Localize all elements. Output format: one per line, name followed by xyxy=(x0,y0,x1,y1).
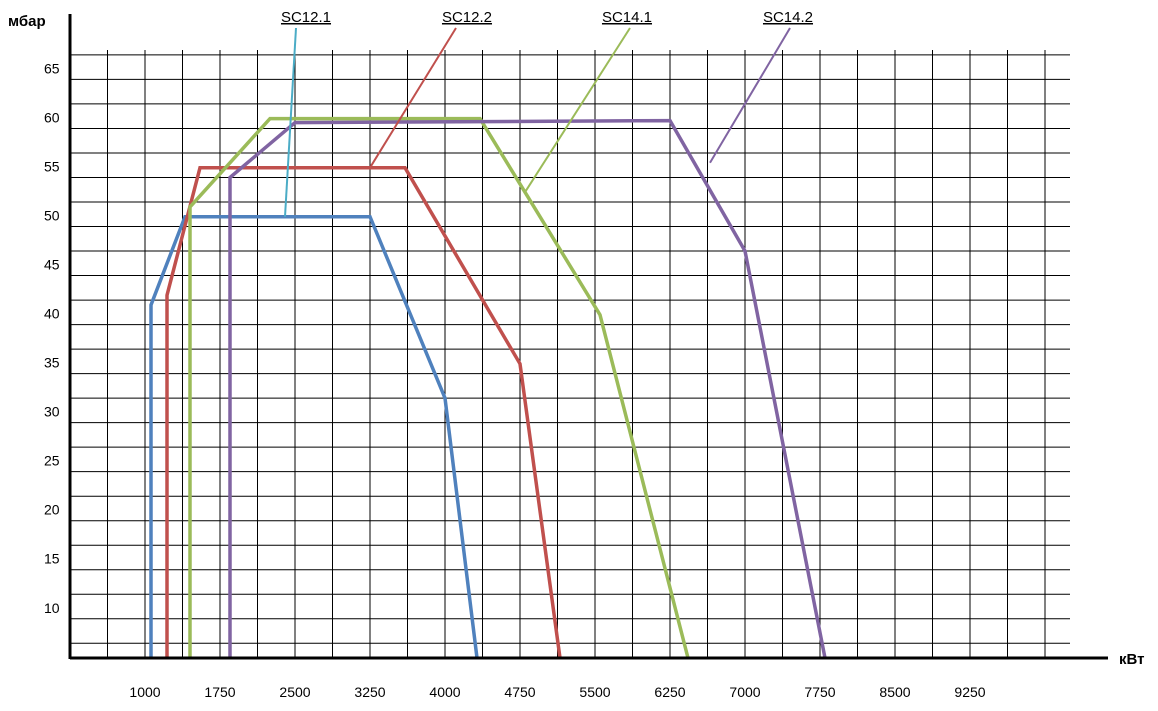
series-label-leader xyxy=(709,27,791,164)
x-tick-label: 4000 xyxy=(429,684,460,700)
y-axis-tick-labels: 10 15 20 25 30 35 40 45 50 55 60 65 xyxy=(44,60,60,615)
y-tick-label: 15 xyxy=(44,551,60,567)
x-tick-label: 5500 xyxy=(579,684,610,700)
x-tick-label: 7750 xyxy=(804,684,835,700)
y-tick-label: 35 xyxy=(44,355,60,371)
series-label: SC12.2 xyxy=(442,9,492,26)
series-line-sc12-1 xyxy=(149,214,479,659)
y-tick-label: 20 xyxy=(44,502,60,518)
x-axis-title: кВт xyxy=(1119,651,1145,668)
y-axis-title: мбар xyxy=(8,13,46,30)
x-tick-label: 4750 xyxy=(504,684,535,700)
series-label-leader xyxy=(284,27,297,217)
series-labels: SC12.1 SC12.2 SC14.1 SC14.2 xyxy=(281,9,813,217)
chart-grid xyxy=(70,50,1070,658)
x-tick-label: 8500 xyxy=(879,684,910,700)
chart-axes xyxy=(68,14,1108,660)
series-label-leader xyxy=(524,27,631,193)
x-tick-label: 3250 xyxy=(354,684,385,700)
series-lines xyxy=(149,116,827,659)
y-tick-label: 50 xyxy=(44,208,60,224)
x-axis-tick-labels: 1000 1750 2500 3250 4000 4750 5500 6250 7000 7750… xyxy=(129,684,985,700)
series-label: SC14.2 xyxy=(763,9,813,26)
x-tick-label: 9250 xyxy=(954,684,985,700)
y-tick-label: 30 xyxy=(44,404,60,420)
series-line-sc12-2 xyxy=(165,165,562,659)
y-tick-label: 55 xyxy=(44,158,60,174)
x-tick-label: 6250 xyxy=(654,684,685,700)
x-tick-label: 1750 xyxy=(204,684,235,700)
y-tick-label: 25 xyxy=(44,453,60,469)
y-tick-label: 10 xyxy=(44,600,60,616)
series-label: SC14.1 xyxy=(602,9,652,26)
series-label: SC12.1 xyxy=(281,9,331,26)
y-tick-label: 40 xyxy=(44,306,60,322)
x-tick-label: 7000 xyxy=(729,684,760,700)
series-line-sc14-1 xyxy=(188,116,690,659)
y-tick-label: 65 xyxy=(44,60,60,76)
x-tick-label: 2500 xyxy=(279,684,310,700)
x-tick-label: 1000 xyxy=(129,684,160,700)
y-tick-label: 60 xyxy=(44,109,60,125)
y-tick-label: 45 xyxy=(44,257,60,273)
series-line-sc14-2 xyxy=(228,118,827,659)
series-label-leader xyxy=(369,27,457,169)
